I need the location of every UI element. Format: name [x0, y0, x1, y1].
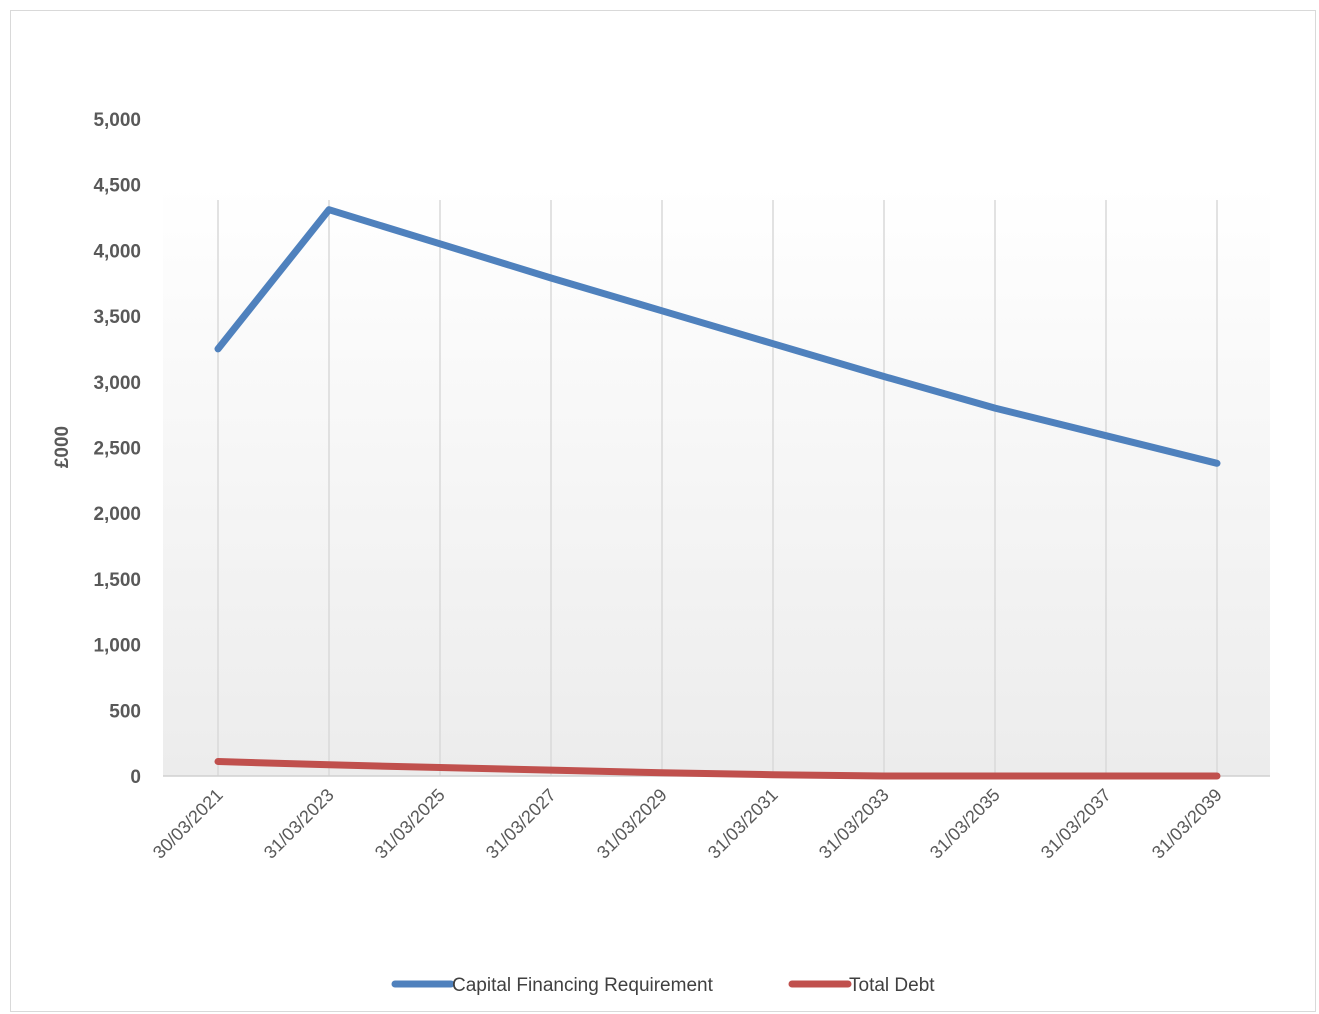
- y-tick-label: 1,500: [93, 570, 141, 591]
- x-tick-label: 31/03/2023: [260, 785, 338, 863]
- x-tick-label: 31/03/2033: [815, 785, 893, 863]
- legend-label: Total Debt: [849, 975, 935, 996]
- y-tick-label: 3,000: [93, 373, 141, 394]
- x-tick-label: 31/03/2037: [1037, 785, 1115, 863]
- y-tick-label: 1,000: [93, 636, 141, 657]
- series-line: [214, 206, 1221, 467]
- plot-area: [163, 185, 1270, 776]
- y-tick-label: 5,000: [93, 110, 141, 131]
- y-tick-label: 500: [109, 701, 141, 722]
- y-axis-label: £000: [52, 426, 73, 468]
- x-tick-label: 31/03/2035: [926, 785, 1004, 863]
- y-tick-label: 4,500: [93, 176, 141, 197]
- legend: Capital Financing Requirement Total Debt: [391, 975, 935, 996]
- y-tick-label: 2,500: [93, 439, 141, 460]
- x-tick-label: 30/03/2021: [149, 785, 227, 863]
- x-tick-label: 31/03/2029: [593, 785, 671, 863]
- x-tick-label: 31/03/2027: [482, 785, 560, 863]
- y-tick-label: 0: [130, 767, 141, 788]
- legend-label: Capital Financing Requirement: [452, 975, 714, 996]
- y-tick-label: 3,500: [93, 307, 141, 328]
- x-tick-label: 31/03/2039: [1148, 785, 1226, 863]
- x-tick-label: 31/03/2025: [371, 785, 449, 863]
- series-line: [214, 758, 1221, 780]
- y-tick-label: 2,000: [93, 504, 141, 525]
- y-tick-label: 4,000: [93, 241, 141, 262]
- x-tick-label: 31/03/2031: [704, 785, 782, 863]
